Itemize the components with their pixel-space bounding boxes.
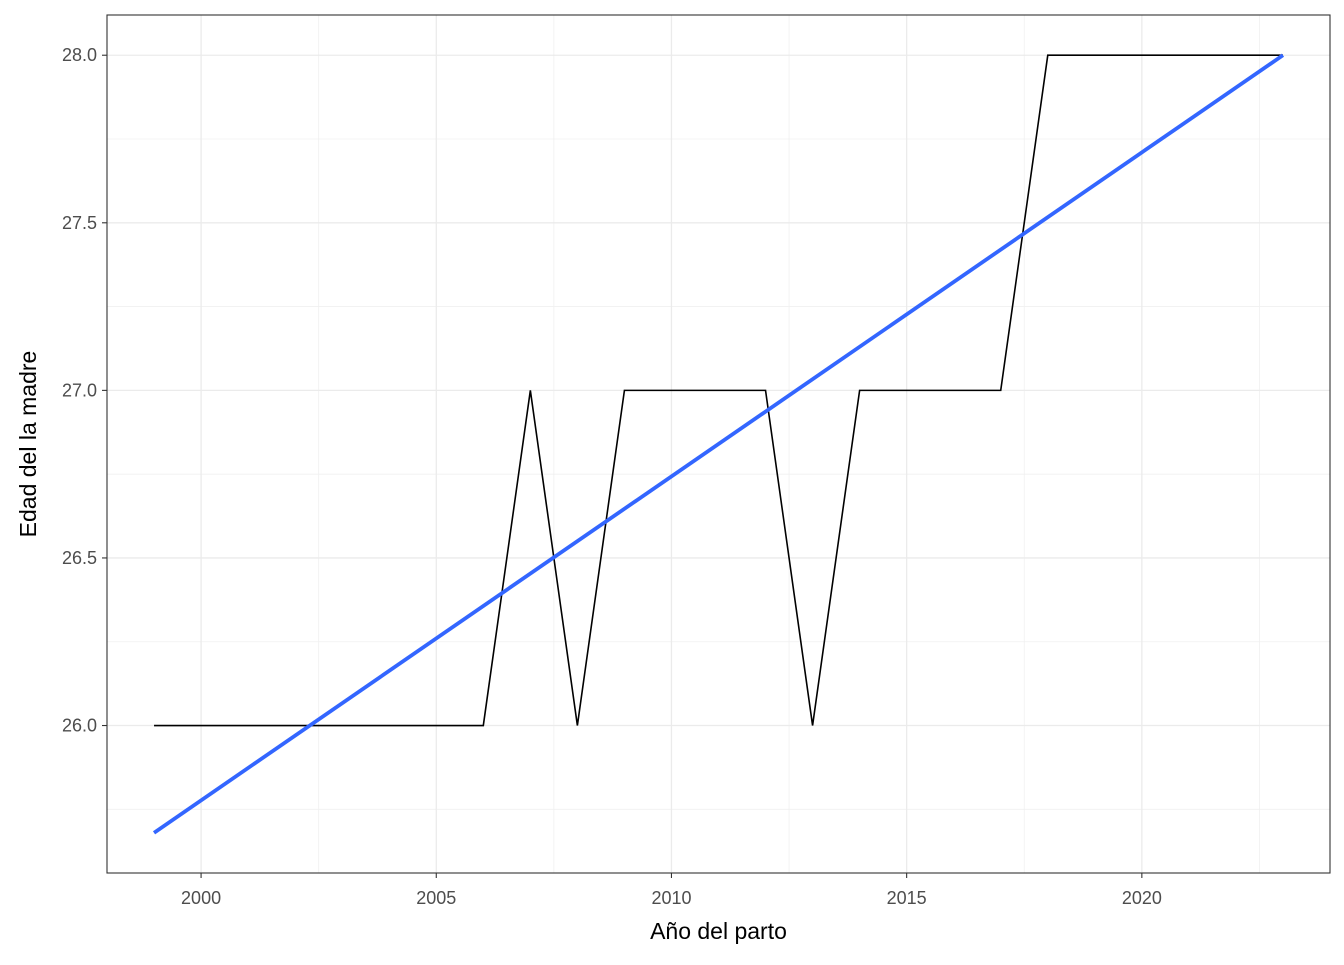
x-tick-label: 2020 <box>1122 888 1162 908</box>
y-tick-label: 26.5 <box>62 548 97 568</box>
y-axis-title: Edad del la madre <box>15 351 41 538</box>
y-tick-label: 27.0 <box>62 380 97 400</box>
plot-border <box>106 14 1331 874</box>
y-tick-label: 28.0 <box>62 45 97 65</box>
y-tick-label: 26.0 <box>62 716 97 736</box>
x-tick-label: 2000 <box>181 888 221 908</box>
y-tick-label: 27.5 <box>62 213 97 233</box>
x-axis: 2000 2005 2010 2015 2020 <box>181 873 1162 908</box>
y-axis: 26.0 26.5 27.0 27.5 28.0 <box>62 45 107 736</box>
trend-line <box>152 53 1285 835</box>
minor-gridlines <box>107 15 1330 873</box>
x-tick-label: 2005 <box>416 888 456 908</box>
series-line <box>154 54 1283 727</box>
x-axis-title: Año del parto <box>650 918 787 944</box>
series-layer <box>152 53 1285 835</box>
x-tick-label: 2010 <box>651 888 691 908</box>
x-tick-label: 2015 <box>887 888 927 908</box>
